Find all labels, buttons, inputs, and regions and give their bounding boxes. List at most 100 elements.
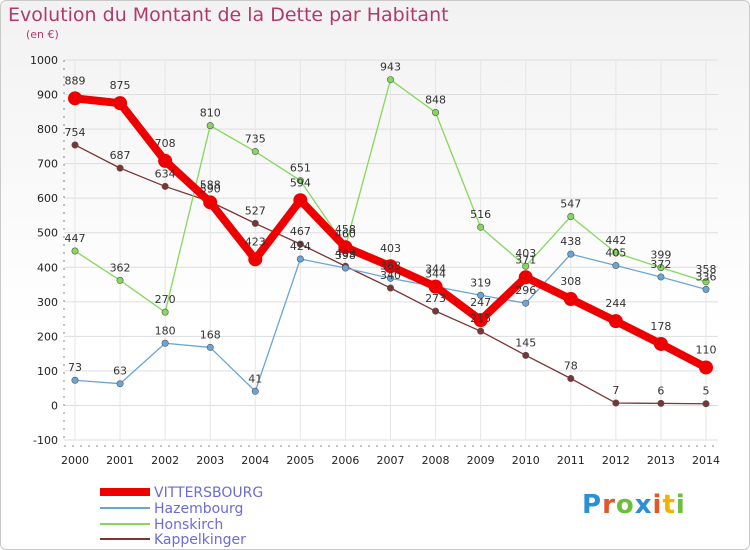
data-label: 110 [696, 343, 717, 356]
data-label: 78 [564, 360, 578, 373]
data-label: 296 [515, 284, 536, 297]
x-tick-label: 2002 [151, 454, 179, 467]
x-tick-label: 2011 [557, 454, 585, 467]
data-label: 215 [470, 312, 491, 325]
y-tick-label: 200 [37, 330, 58, 343]
data-label: 754 [65, 126, 86, 139]
logo-letter: r [602, 490, 616, 520]
data-label: 371 [515, 253, 536, 266]
data-point [386, 274, 394, 282]
data-point [428, 279, 443, 294]
legend-label-hazembourg: Hazembourg [154, 501, 243, 517]
data-label: 270 [155, 293, 176, 306]
data-label: 336 [696, 270, 717, 283]
data-point [116, 276, 124, 284]
data-label: 399 [650, 249, 671, 262]
data-label: 438 [560, 235, 581, 248]
data-point [341, 264, 349, 272]
data-label: 810 [200, 107, 221, 120]
data-point [702, 400, 710, 408]
data-label: 372 [650, 258, 671, 271]
data-point [338, 240, 353, 255]
data-label: 403 [335, 247, 356, 260]
x-tick-label: 2013 [647, 454, 675, 467]
data-point [473, 313, 488, 328]
data-point [567, 250, 575, 258]
logo-letter: x [634, 490, 653, 520]
data-point [71, 141, 79, 149]
x-tick-label: 2006 [331, 454, 359, 467]
data-label: 875 [110, 79, 131, 92]
data-point [206, 122, 214, 130]
y-tick-label: 600 [37, 192, 58, 205]
data-label: 447 [65, 232, 86, 245]
logo-letter: o [615, 490, 635, 520]
data-label: 634 [155, 167, 176, 180]
data-point [383, 259, 398, 274]
y-tick-label: -100 [33, 434, 58, 447]
data-point [702, 285, 710, 293]
logo-letter: i [652, 490, 663, 520]
data-point [612, 262, 620, 270]
data-point [251, 387, 259, 395]
data-label: 308 [560, 275, 581, 288]
data-point [612, 249, 620, 257]
data-label: 398 [335, 249, 356, 262]
y-tick-label: 800 [37, 123, 58, 136]
data-label: 594 [290, 176, 311, 189]
chart-title: Evolution du Montant de la Dette par Hab… [8, 4, 449, 26]
data-point [386, 76, 394, 84]
data-point [432, 109, 440, 117]
logo-letter: i [675, 490, 686, 520]
data-point [71, 376, 79, 384]
y-tick-label: 100 [37, 365, 58, 378]
logo-letter: t [662, 490, 676, 520]
data-label: 5 [703, 385, 710, 398]
data-point [477, 327, 485, 335]
y-tick-label: 0 [51, 399, 58, 412]
data-label: 6 [657, 384, 664, 397]
data-label: 41 [248, 372, 262, 385]
data-label: 403 [515, 247, 536, 260]
data-label: 180 [155, 324, 176, 337]
data-point [203, 195, 218, 210]
legend-label-vittersbourg: VITTERSBOURG [154, 485, 263, 501]
data-label: 362 [110, 261, 131, 274]
data-point [296, 255, 304, 263]
x-tick-label: 2010 [512, 454, 540, 467]
data-label: 735 [245, 133, 266, 146]
chart-unit: (en €) [26, 28, 59, 41]
data-point [116, 380, 124, 388]
data-point [386, 284, 394, 292]
data-point [563, 292, 578, 307]
data-label: 319 [470, 276, 491, 289]
data-label: 708 [155, 137, 176, 150]
data-label: 848 [425, 94, 446, 107]
y-tick-label: 1000 [30, 54, 58, 67]
x-tick-label: 2000 [61, 454, 89, 467]
data-point [567, 212, 575, 220]
data-label: 344 [425, 263, 446, 276]
data-point [68, 91, 82, 106]
legend-label-kappelkinger: Kappelkinger [154, 532, 246, 548]
data-label: 442 [605, 234, 626, 247]
data-point [296, 240, 304, 248]
data-point [522, 262, 530, 270]
x-tick-label: 2009 [467, 454, 495, 467]
x-tick-label: 2014 [692, 454, 720, 467]
data-label: 273 [425, 292, 446, 305]
data-label: 527 [245, 204, 266, 217]
data-label: 403 [380, 242, 401, 255]
data-point [657, 264, 665, 272]
data-point [702, 278, 710, 286]
data-point [699, 360, 713, 375]
data-label: 467 [290, 225, 311, 238]
data-label: 651 [290, 162, 311, 175]
data-label: 590 [200, 183, 221, 196]
data-label: 423 [245, 235, 266, 248]
data-label: 358 [696, 263, 717, 276]
data-label: 63 [113, 365, 127, 378]
data-point [206, 343, 214, 351]
data-label: 145 [515, 336, 536, 349]
data-point [522, 299, 530, 307]
